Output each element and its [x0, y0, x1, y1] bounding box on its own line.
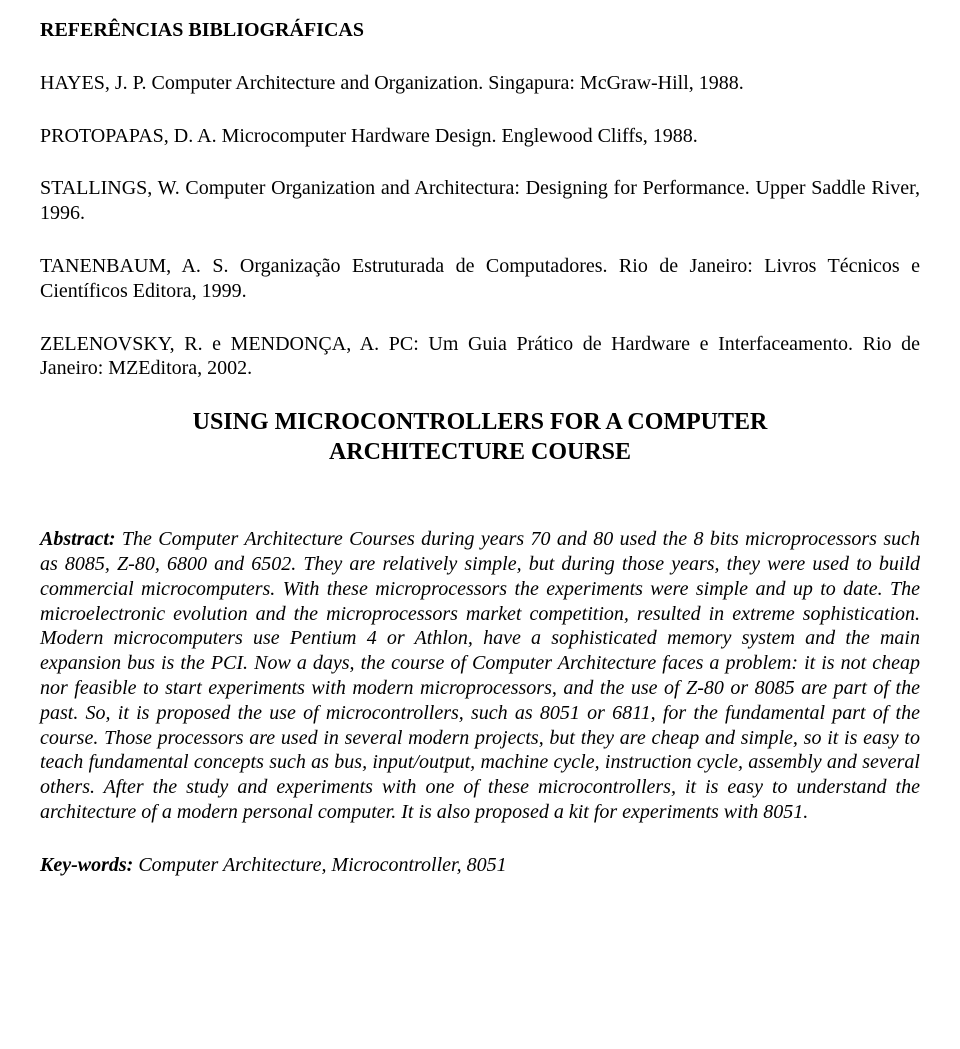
reference-item: PROTOPAPAS, D. A. Microcomputer Hardware… [40, 124, 920, 149]
reference-item: ZELENOVSKY, R. e MENDONÇA, A. PC: Um Gui… [40, 332, 920, 382]
abstract-label: Abstract: [40, 528, 116, 550]
article-title-line: USING MICROCONTROLLERS FOR A COMPUTER [193, 409, 768, 435]
keywords-body: Computer Architecture, Microcontroller, … [133, 854, 506, 876]
keywords-line: Key-words: Computer Architecture, Microc… [40, 853, 920, 878]
abstract-body: The Computer Architecture Courses during… [40, 528, 920, 823]
article-title: USING MICROCONTROLLERS FOR A COMPUTER AR… [40, 407, 920, 467]
reference-item: TANENBAUM, A. S. Organização Estruturada… [40, 254, 920, 304]
references-heading: REFERÊNCIAS BIBLIOGRÁFICAS [40, 18, 920, 43]
reference-item: HAYES, J. P. Computer Architecture and O… [40, 71, 920, 96]
keywords-label: Key-words: [40, 854, 133, 876]
abstract-paragraph: Abstract: The Computer Architecture Cour… [40, 527, 920, 825]
article-title-line: ARCHITECTURE COURSE [329, 439, 631, 465]
reference-item: STALLINGS, W. Computer Organization and … [40, 176, 920, 226]
